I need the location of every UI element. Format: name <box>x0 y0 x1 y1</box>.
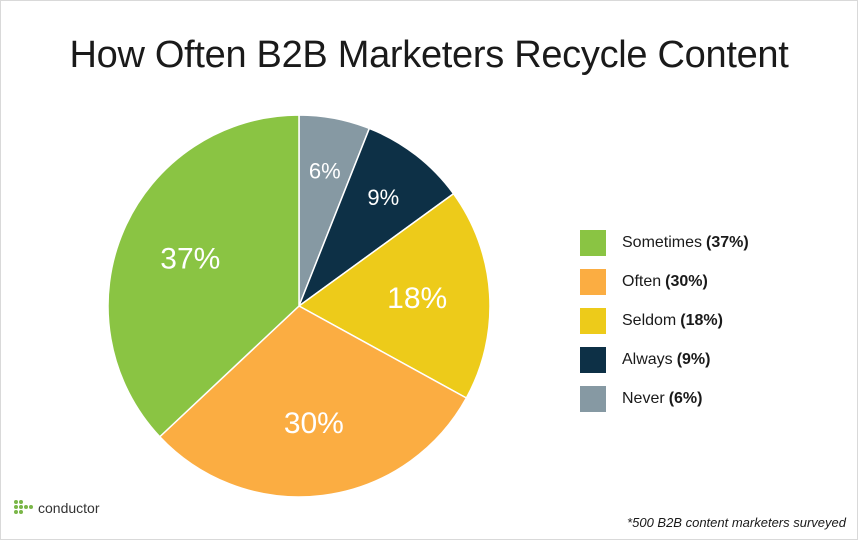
pie-slice-always <box>297 127 455 309</box>
legend-swatch-never <box>580 386 606 412</box>
legend-pct: (9%) <box>676 351 711 368</box>
conductor-logo: conductor <box>14 500 99 516</box>
footnote: *500 B2B content marketers surveyed <box>627 515 846 530</box>
legend-label: Seldom <box>622 312 677 329</box>
legend-swatch-sometimes <box>580 230 606 256</box>
legend-swatch-seldom <box>580 308 606 334</box>
slice-label-sometimes: 37% <box>160 242 220 275</box>
pie-slice-seldom <box>297 192 491 400</box>
legend-label: Often <box>622 273 662 290</box>
legend-swatch-often <box>580 269 606 295</box>
logo-text: conductor <box>38 500 100 516</box>
legend-pct: (37%) <box>706 234 749 251</box>
legend-item-sometimes: Sometimes (37%) <box>580 230 749 256</box>
legend-item-seldom: Seldom (18%) <box>580 308 749 334</box>
legend-item-often: Often (30%) <box>580 269 749 295</box>
pie-slice-sometimes <box>107 114 300 438</box>
legend-pct: (18%) <box>680 312 723 329</box>
legend-label: Sometimes <box>622 234 703 251</box>
conductor-logo-icon <box>14 500 36 516</box>
pie-slice-often <box>158 305 468 498</box>
legend-pct: (6%) <box>668 390 703 407</box>
chart-legend: Sometimes (37%) Often (30%) Seldom (18%)… <box>580 230 749 425</box>
slice-label-never: 6% <box>309 158 341 183</box>
legend-item-never: Never (6%) <box>580 386 749 412</box>
chart-title: How Often B2B Marketers Recycle Content <box>69 34 789 76</box>
legend-label: Never <box>622 390 665 407</box>
slice-label-seldom: 18% <box>387 282 447 315</box>
legend-label: Always <box>622 351 673 368</box>
legend-pct: (30%) <box>665 273 708 290</box>
slice-label-always: 9% <box>367 185 399 210</box>
legend-item-always: Always (9%) <box>580 347 749 373</box>
slice-label-often: 30% <box>284 407 344 440</box>
legend-swatch-always <box>580 347 606 373</box>
